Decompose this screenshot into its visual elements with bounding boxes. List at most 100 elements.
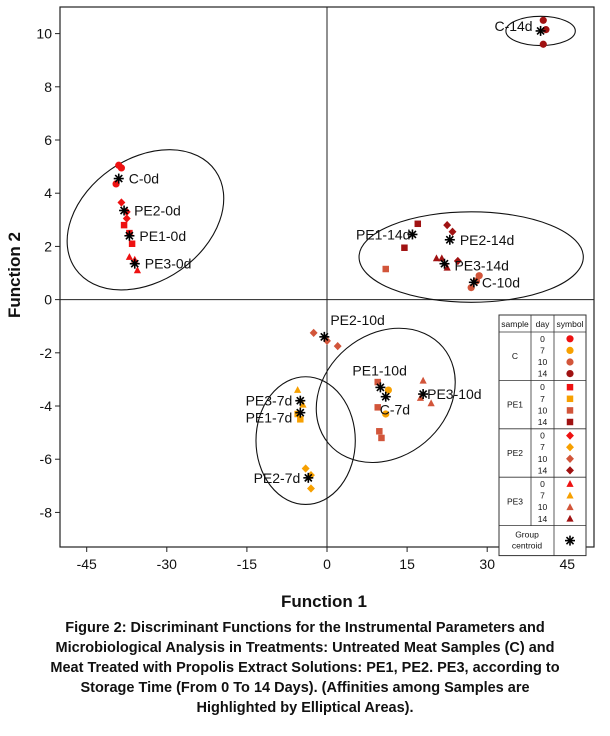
ellipse-day-14-10-group xyxy=(358,211,584,303)
y-tick-label: 2 xyxy=(44,238,52,254)
y-tick-label: 4 xyxy=(44,185,52,201)
point-pe2-day14 xyxy=(453,256,462,266)
centroid-label: PE3-14d xyxy=(454,258,508,274)
caption-line: Figure 2: Discriminant Functions for the… xyxy=(65,620,545,636)
legend-day: 14 xyxy=(538,369,548,379)
point-pe2-day10 xyxy=(309,328,318,338)
legend-day: 0 xyxy=(540,334,545,344)
legend-marker-pe3-day14 xyxy=(566,514,574,522)
centroid-stroke xyxy=(565,536,575,545)
legend-sample: PE3 xyxy=(507,496,523,506)
centroid-marker xyxy=(124,230,135,241)
point-c-day0 xyxy=(112,180,120,188)
centroid-stroke xyxy=(469,278,478,287)
point-pe1-day10 xyxy=(374,404,381,411)
legend-centroid-label: centroid xyxy=(512,541,543,551)
y-tick-label: 10 xyxy=(36,26,52,42)
legend-marker-pe1-day10 xyxy=(566,407,574,414)
centroid-label: PE2-7d xyxy=(254,470,301,486)
legend-sample: PE2 xyxy=(507,448,523,458)
x-tick-label: 30 xyxy=(479,556,495,572)
x-tick-label: 0 xyxy=(323,556,331,572)
legend-sample: PE1 xyxy=(507,400,523,410)
point-pe2-day14 xyxy=(448,227,457,236)
point-c-day7 xyxy=(384,386,393,394)
ellipse-day-0-group xyxy=(66,149,225,291)
legend-marker-pe3-day0 xyxy=(566,480,574,487)
x-axis-label: Function 1 xyxy=(281,592,367,611)
centroid-marker xyxy=(535,25,546,36)
x-tick-label: -15 xyxy=(237,556,257,572)
legend-sample: C xyxy=(512,351,518,361)
x-tick-label: -45 xyxy=(77,556,97,572)
legend-day: 0 xyxy=(540,382,545,392)
figure-caption: Figure 2: Discriminant Functions for the… xyxy=(10,618,600,718)
point-pe2-day7 xyxy=(301,464,310,473)
centroid-marker xyxy=(319,331,330,342)
centroid-label-layer: C-0d PE2-0d PE1-0d PE3-0d C-14d PE1-14d PE2-14… xyxy=(129,18,533,486)
caption-line: Highlighted by Elliptical Areas). xyxy=(196,700,414,716)
legend-marker-c-day14 xyxy=(566,370,574,378)
centroid-stroke xyxy=(114,174,123,183)
centroid-stroke xyxy=(304,473,313,482)
centroid-label: PE1-0d xyxy=(139,228,186,244)
centroid-marker xyxy=(418,389,429,400)
point-pe1-day0 xyxy=(128,240,136,247)
y-tick-label: -6 xyxy=(40,451,53,467)
legend-marker-c-day7 xyxy=(566,346,574,354)
x-tick-label: -30 xyxy=(157,556,177,572)
point-pe2-day10 xyxy=(333,342,342,351)
centroid-label: PE2-0d xyxy=(134,202,181,218)
centroid-stroke xyxy=(296,396,305,405)
point-c-day10 xyxy=(475,272,483,280)
centroid-stroke xyxy=(296,408,305,417)
centroid-label: C-0d xyxy=(129,171,159,187)
centroid-stroke xyxy=(125,231,134,240)
legend-day: 10 xyxy=(538,405,548,415)
centroid-stroke xyxy=(440,259,449,268)
legend-header: symbol xyxy=(557,319,584,329)
legend-day: 7 xyxy=(540,394,545,404)
centroid-marker xyxy=(444,234,455,245)
point-pe3-day10 xyxy=(419,376,427,384)
point-pe2-day0 xyxy=(117,198,126,207)
point-pe3-day14 xyxy=(438,254,446,262)
legend-day: 0 xyxy=(540,431,545,441)
centroid-marker xyxy=(119,205,130,216)
centroid-label: PE3-10d xyxy=(427,386,481,402)
caption-line: Meat Treated with Propolis Extract Solut… xyxy=(50,660,560,676)
point-pe1-day7 xyxy=(294,410,301,418)
centroid-stroke xyxy=(419,389,428,399)
legend-day: 7 xyxy=(540,491,545,501)
point-layer xyxy=(112,16,550,493)
y-tick-label: 0 xyxy=(44,292,52,308)
centroid-label: PE1-7d xyxy=(246,410,293,426)
legend-day: 10 xyxy=(538,357,548,367)
legend-day: 7 xyxy=(540,345,545,355)
point-c-day14 xyxy=(539,40,547,48)
legend-centroid-marker xyxy=(565,535,575,546)
centroid-marker xyxy=(468,277,479,288)
point-c-day14 xyxy=(539,16,547,24)
legend-centroid-label: Group xyxy=(515,530,539,540)
x-tick-label: 45 xyxy=(560,556,576,572)
legend-day: 14 xyxy=(538,514,548,524)
legend-marker-pe2-day10 xyxy=(566,454,574,463)
legend-day: 10 xyxy=(538,454,548,464)
legend-day: 0 xyxy=(540,479,545,489)
centroid-label: PE2-10d xyxy=(330,312,384,328)
centroid-marker xyxy=(375,382,386,393)
point-pe1-day0 xyxy=(120,221,128,229)
centroid-marker xyxy=(295,395,306,406)
centroid-marker xyxy=(439,258,450,269)
y-tick-label: -2 xyxy=(40,345,53,361)
point-c-day10 xyxy=(467,284,475,292)
legend-day: 14 xyxy=(538,465,548,475)
legend-marker-pe1-day0 xyxy=(566,383,574,391)
legend-header: sample xyxy=(501,319,529,329)
centroid-stroke xyxy=(119,206,129,215)
point-pe3-day14 xyxy=(432,254,441,262)
legend-marker-pe2-day14 xyxy=(566,466,574,475)
point-pe3-day0 xyxy=(133,266,142,274)
y-tick-label: -4 xyxy=(40,398,53,414)
